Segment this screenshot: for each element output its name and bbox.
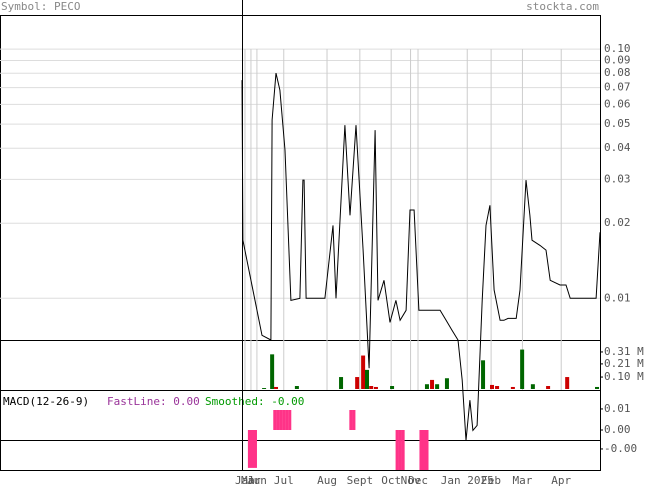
y-tick-label: 0.10 bbox=[604, 42, 631, 55]
volume-bar bbox=[430, 379, 435, 389]
volume-bar bbox=[355, 377, 360, 389]
x-tick-label: Aug bbox=[317, 474, 337, 486]
y-tick-label: 0.04 bbox=[604, 141, 631, 154]
price-line bbox=[241, 72, 601, 441]
x-tick-label: Nov bbox=[401, 474, 421, 486]
frame bbox=[0, 15, 601, 471]
macd-bar bbox=[282, 410, 286, 430]
macd-bar bbox=[401, 430, 405, 470]
x-tick-label: Mar bbox=[241, 474, 261, 486]
y-tick-label: -0.00 bbox=[604, 442, 637, 455]
volume-bar bbox=[546, 386, 551, 389]
x-tick-label: Dec bbox=[408, 474, 428, 486]
y-tick-label: 0.21 M bbox=[604, 357, 644, 370]
x-tick-label: Sept bbox=[347, 474, 374, 486]
y-tick-label: 0.00 bbox=[604, 423, 631, 436]
volume-bar bbox=[361, 355, 366, 389]
x-tick-label: Jul bbox=[274, 474, 294, 486]
macd-bar bbox=[253, 430, 257, 468]
volume-bar bbox=[510, 386, 515, 389]
macd-bar bbox=[247, 430, 252, 468]
macd-bar bbox=[273, 410, 277, 430]
macd-bar bbox=[250, 430, 254, 468]
x-tick-label: Apr bbox=[551, 474, 571, 486]
volume-bar bbox=[481, 360, 486, 389]
volume-bar bbox=[339, 377, 344, 389]
y-tick-label: 0.03 bbox=[604, 172, 631, 185]
y-tick-label: 0.05 bbox=[604, 117, 631, 130]
macd-label: Smoothed: -0.00 bbox=[205, 395, 304, 408]
volume-bar bbox=[444, 378, 449, 389]
macd-bar bbox=[285, 410, 289, 430]
volume-bar bbox=[435, 384, 440, 389]
site: stockta.com bbox=[526, 0, 599, 13]
x-tick-label: Feb bbox=[481, 474, 501, 486]
volume-bar bbox=[520, 349, 525, 389]
y-tick-label: 0.09 bbox=[604, 53, 631, 66]
volume-bar bbox=[390, 386, 395, 389]
macd-bar bbox=[422, 430, 426, 470]
volume-bar bbox=[270, 354, 275, 389]
macd-bar bbox=[419, 430, 423, 470]
x-tick-label: Jun bbox=[247, 474, 267, 486]
volume-bar bbox=[490, 384, 495, 389]
macd-bar bbox=[288, 410, 292, 430]
y-tick-label: 0.31 M bbox=[604, 345, 644, 358]
volume-bar bbox=[530, 384, 535, 389]
macd-bar bbox=[398, 430, 402, 470]
macd-bar bbox=[352, 410, 356, 430]
x-tick-label: Jan bbox=[235, 474, 255, 486]
y-tick-label: 0.02 bbox=[604, 216, 631, 229]
volume-bar bbox=[495, 386, 500, 389]
y-tick-label: 0.01 bbox=[604, 402, 631, 415]
volume-bar bbox=[294, 386, 299, 389]
volume-bar bbox=[424, 384, 429, 389]
volume-bar bbox=[565, 377, 570, 389]
x-tick-label: Mar bbox=[512, 474, 532, 486]
volume-bar bbox=[262, 388, 267, 389]
macd-label: FastLine: 0.00 bbox=[107, 395, 200, 408]
x-tick-label: Jan 2025 bbox=[441, 474, 494, 486]
macd-bar bbox=[395, 430, 399, 470]
volume-bar bbox=[595, 386, 600, 389]
macd-title: MACD(12-26-9) bbox=[3, 395, 89, 408]
macd-bar bbox=[349, 410, 353, 430]
y-tick-label: 0.01 bbox=[604, 291, 631, 304]
volume-bar bbox=[369, 386, 374, 389]
volume-bar bbox=[373, 386, 378, 389]
y-tick-label: 0.10 M bbox=[604, 370, 644, 383]
macd-bar bbox=[276, 410, 280, 430]
y-tick-label: 0.06 bbox=[604, 97, 631, 110]
macd-bar bbox=[425, 430, 429, 470]
x-tick-label: Oct bbox=[381, 474, 401, 486]
y-tick-label: 0.08 bbox=[604, 66, 631, 79]
volume-bar bbox=[274, 386, 279, 389]
y-tick-label: 0.07 bbox=[604, 81, 631, 94]
macd-bar bbox=[279, 410, 283, 430]
symbol: Symbol: PECO bbox=[1, 0, 80, 13]
volume-bar bbox=[365, 369, 370, 389]
